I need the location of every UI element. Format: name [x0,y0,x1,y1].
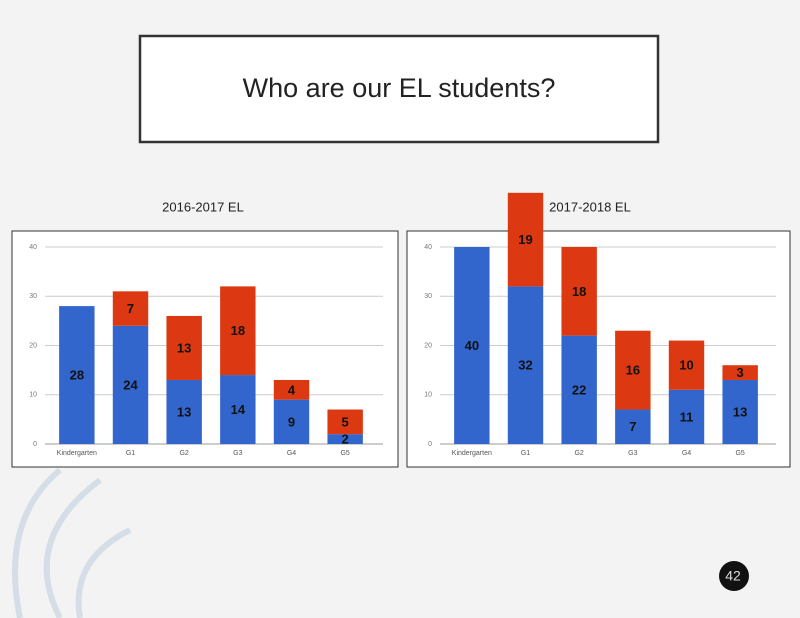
bar-segment [454,247,490,444]
bar-segment [327,409,363,435]
arc [12,467,62,618]
y-tick-label: 20 [29,342,37,349]
arc [43,477,102,618]
data-label: 13 [177,340,191,355]
bar-segment [112,291,149,326]
x-tick-label: G1 [521,450,530,457]
x-tick-label: G3 [628,450,637,457]
y-tick-label: 30 [424,293,432,300]
bar-segment [722,379,758,444]
y-tick-label: 40 [424,244,432,251]
bar-segment [561,335,597,444]
bar-segment [273,399,310,444]
x-tick-label: G2 [179,450,188,457]
data-label: 24 [123,377,138,392]
bar-segment [668,389,705,444]
bar-segment [273,379,310,400]
x-tick-label: Kindergarten [452,450,492,457]
x-tick-label: G1 [126,450,135,457]
bar-segment [507,286,544,444]
bar-segment [166,315,202,380]
y-tick-label: 30 [29,293,37,300]
data-label: 2 [342,432,349,447]
title-box [138,34,660,144]
data-label: 28 [70,367,84,382]
bar-segment [327,434,363,444]
data-label: 32 [518,358,532,373]
data-label: 18 [231,323,245,338]
x-tick-label: G5 [735,450,744,457]
x-tick-label: Kindergarten [57,450,97,457]
bar-segment [220,375,256,444]
x-tick-label: G4 [682,450,691,457]
bar-segment [59,306,95,444]
data-label: 13 [733,404,747,419]
x-tick-label: G3 [233,450,242,457]
bar-segment [615,330,651,410]
bar-segment [220,286,256,376]
bar-segment [507,192,544,287]
data-label: 3 [737,365,744,380]
data-label: 14 [231,402,246,417]
x-tick-label: G4 [287,450,296,457]
bar-segment [615,409,651,444]
bar-segment [112,325,149,444]
data-label: 7 [629,419,636,434]
data-label: 13 [177,404,191,419]
arc [75,527,132,618]
data-label: 11 [680,409,694,424]
bar-segment [668,340,705,390]
x-tick-label: G5 [340,450,349,457]
slide-title: Who are our EL students? [243,73,556,103]
data-label: 18 [572,284,586,299]
data-label: 22 [572,382,586,397]
bar-segment [166,379,202,444]
y-tick-label: 10 [29,392,37,399]
y-tick-label: 20 [424,342,432,349]
page-badge [719,561,749,591]
data-label: 19 [518,232,532,247]
data-label: 5 [342,414,349,429]
bar-segment [722,365,758,380]
data-label: 9 [288,414,295,429]
data-label: 40 [465,338,479,353]
data-label: 4 [288,382,296,397]
y-tick-label: 0 [428,441,432,448]
decoration [12,467,132,618]
page-number: 42 [725,568,741,584]
data-label: 16 [626,363,640,378]
chart-title: 2017-2018 EL [549,199,631,214]
data-label: 10 [679,358,693,373]
x-tick-label: G2 [574,450,583,457]
data-label: 7 [127,301,134,316]
y-tick-label: 40 [29,244,37,251]
chart-title: 2016-2017 EL [162,199,244,214]
y-tick-label: 10 [424,392,432,399]
bar-segment [561,247,597,336]
y-tick-label: 0 [33,441,37,448]
